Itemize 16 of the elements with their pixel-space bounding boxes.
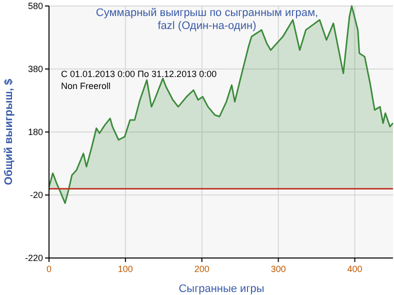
- y-tick-label: 380: [28, 64, 43, 74]
- x-tick-label: 100: [118, 264, 133, 274]
- y-axis-title: Общий выигрыш, $: [3, 78, 15, 186]
- annotation: Non Freeroll: [61, 81, 111, 91]
- y-tick-label: 180: [28, 127, 43, 137]
- y-tick-label: -20: [30, 190, 43, 200]
- x-tick-label: 200: [194, 264, 210, 274]
- x-tick-label: 0: [46, 264, 52, 274]
- text: fazl (Один-на-один): [158, 20, 256, 32]
- y-tick-label: 580: [28, 1, 43, 11]
- x-axis-title: Сыгранные игры: [178, 283, 264, 295]
- x-tick-label: 300: [270, 264, 286, 274]
- x-tick-label: 400: [347, 264, 362, 274]
- y-tick-label: -220: [24, 253, 43, 263]
- chart-title: Суммарный выигрыш по сыгранным играм,: [96, 7, 318, 19]
- annotation: С 01.01.2013 0:00 По 31.12.2013 0:00: [61, 69, 217, 79]
